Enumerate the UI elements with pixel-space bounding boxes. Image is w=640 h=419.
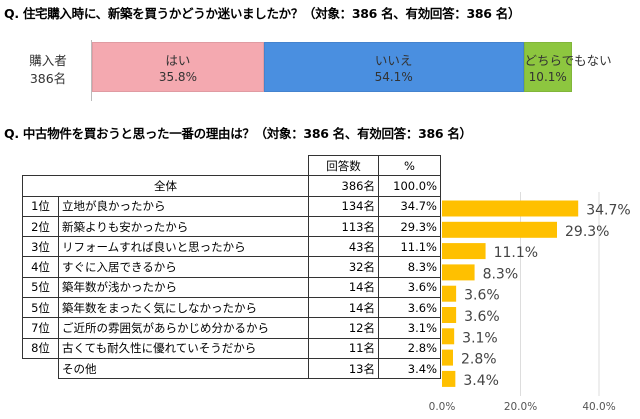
bar <box>442 221 558 238</box>
reason-cell: 築年数が浅かったから <box>58 276 309 299</box>
reasons-table: 回答数% 全体 386名 100.0% 1位 立地が良かったから 134名 34.7% 2位 新築… <box>22 154 441 380</box>
stacked-bar: はい 35.8% いいえ 54.1% どちらでもない 10.1% <box>92 42 612 92</box>
x-tick-label: 20.0% <box>504 401 537 413</box>
bar <box>442 349 453 366</box>
table-row: 2位 新築よりも安かったから 113名 29.3% <box>22 215 441 238</box>
category-count: 386名 <box>29 71 67 86</box>
count-cell: 113名 <box>308 215 379 238</box>
pct-cell: 29.3% <box>378 215 441 238</box>
count-cell: 11名 <box>308 337 379 359</box>
bar-value-label: 11.1% <box>494 245 538 261</box>
table-row: 4位 すぐに入居できるから 32名 8.3% <box>22 256 441 278</box>
reason-cell: その他 <box>58 357 309 380</box>
bar-value-label: 3.1% <box>462 330 498 346</box>
table-row: 5位 築年数をまったく気にしなかったから 14名 3.6% <box>22 297 441 319</box>
pct-cell: 3.4% <box>378 357 441 380</box>
count-cell: 134名 <box>308 195 379 217</box>
bar <box>442 328 455 345</box>
reason-cell: 古くても耐久性に優れていそうだから <box>58 337 309 359</box>
segment-label: いいえ <box>374 53 413 68</box>
bar-value-label: 2.8% <box>461 352 497 368</box>
bar <box>442 264 475 281</box>
bar-value-label: 8.3% <box>483 266 519 282</box>
reason-cell: 立地が良かったから <box>58 195 309 217</box>
segment-value: 54.1% <box>374 70 413 84</box>
segment-value: 35.8% <box>158 70 197 84</box>
rank-cell: 1位 <box>22 195 59 217</box>
rank-cell: 5位 <box>22 276 59 299</box>
count-cell: 14名 <box>308 297 379 319</box>
bar-value-label: 29.3% <box>565 224 609 240</box>
category-label: 購入者 386名 <box>20 52 76 88</box>
bar <box>442 370 456 387</box>
reason-cell: 新築よりも安かったから <box>58 215 309 238</box>
segment-label: はい <box>165 53 191 68</box>
header-row: 回答数% <box>23 154 441 177</box>
pct-cell: 34.7% <box>378 195 441 217</box>
table-row: 7位 ご近所の雰囲気があらかじめ分かるから 12名 3.1% <box>22 317 441 339</box>
pct-cell: 3.1% <box>378 317 441 339</box>
table-row: その他 13名 3.4% <box>23 357 441 380</box>
question-1-title: Q. 住宅購入時に、新築を買うかどうか迷いましたか？（対象：386 名、有効回答… <box>4 6 521 21</box>
axis-line <box>91 40 92 101</box>
question-2-title: Q. 中古物件を買おうと思った一番の理由は？（対象：386 名、有効回答：386… <box>4 126 472 141</box>
bar <box>442 285 457 302</box>
bar-value-label: 3.4% <box>463 373 499 389</box>
bar-value-label: 34.7% <box>586 203 630 219</box>
bar-value-label: 3.6% <box>464 288 500 304</box>
reason-cell: ご近所の雰囲気があらかじめ分かるから <box>58 317 309 339</box>
bar <box>442 243 486 260</box>
bar <box>442 200 579 217</box>
reason-cell: 築年数をまったく気にしなかったから <box>58 297 309 319</box>
pct-cell: 3.6% <box>378 276 441 299</box>
segment-1: いいえ 54.1% <box>263 42 524 92</box>
bar <box>442 307 457 323</box>
bar-value-label: 3.6% <box>464 309 500 325</box>
x-tick-label: 0.0% <box>429 401 456 413</box>
pct-cell: 3.6% <box>378 297 441 319</box>
x-tick-label: 40.0% <box>582 401 615 413</box>
count-cell: 13名 <box>308 357 379 380</box>
count-cell: 32名 <box>308 256 379 278</box>
table-row: 1位 立地が良かったから 134名 34.7% <box>22 195 441 217</box>
category-name: 購入者 <box>29 53 67 68</box>
count-cell: 43名 <box>308 236 379 258</box>
pct-cell: 8.3% <box>378 256 441 278</box>
segment-0: はい 35.8% <box>92 42 264 92</box>
segment-value: 10.1% <box>528 70 567 84</box>
table-row: 5位 築年数が浅かったから 14名 3.6% <box>22 276 441 299</box>
